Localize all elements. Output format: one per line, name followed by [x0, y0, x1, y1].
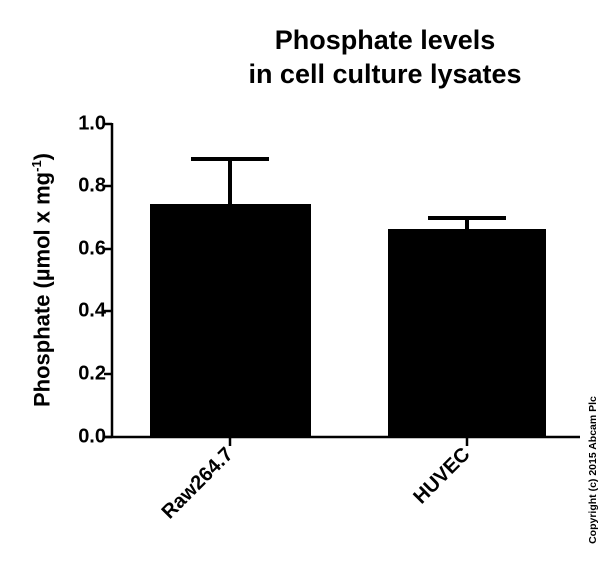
y-tick-label: 0.2: [78, 362, 106, 385]
x-axis: [103, 435, 580, 446]
y-tick-label: 1.0: [78, 112, 106, 135]
bar-huvec: [388, 229, 546, 437]
y-tick-label: 0.4: [78, 299, 106, 322]
y-tick-label: 0.8: [78, 174, 106, 197]
y-tick-label: 0.6: [78, 237, 106, 260]
y-axis: [104, 122, 114, 439]
chart-title-line-2: in cell culture lysates: [248, 59, 522, 89]
copyright-notice: Copyright (c) 2015 Abcam Plc: [587, 396, 599, 544]
bar-raw264-7: [150, 204, 311, 437]
error-bar-huvec: [428, 216, 506, 229]
chart-title-line-1: Phosphate levels: [274, 25, 496, 55]
y-tick-label: 0.0: [78, 425, 106, 448]
error-bar-raw264-7: [191, 157, 269, 204]
